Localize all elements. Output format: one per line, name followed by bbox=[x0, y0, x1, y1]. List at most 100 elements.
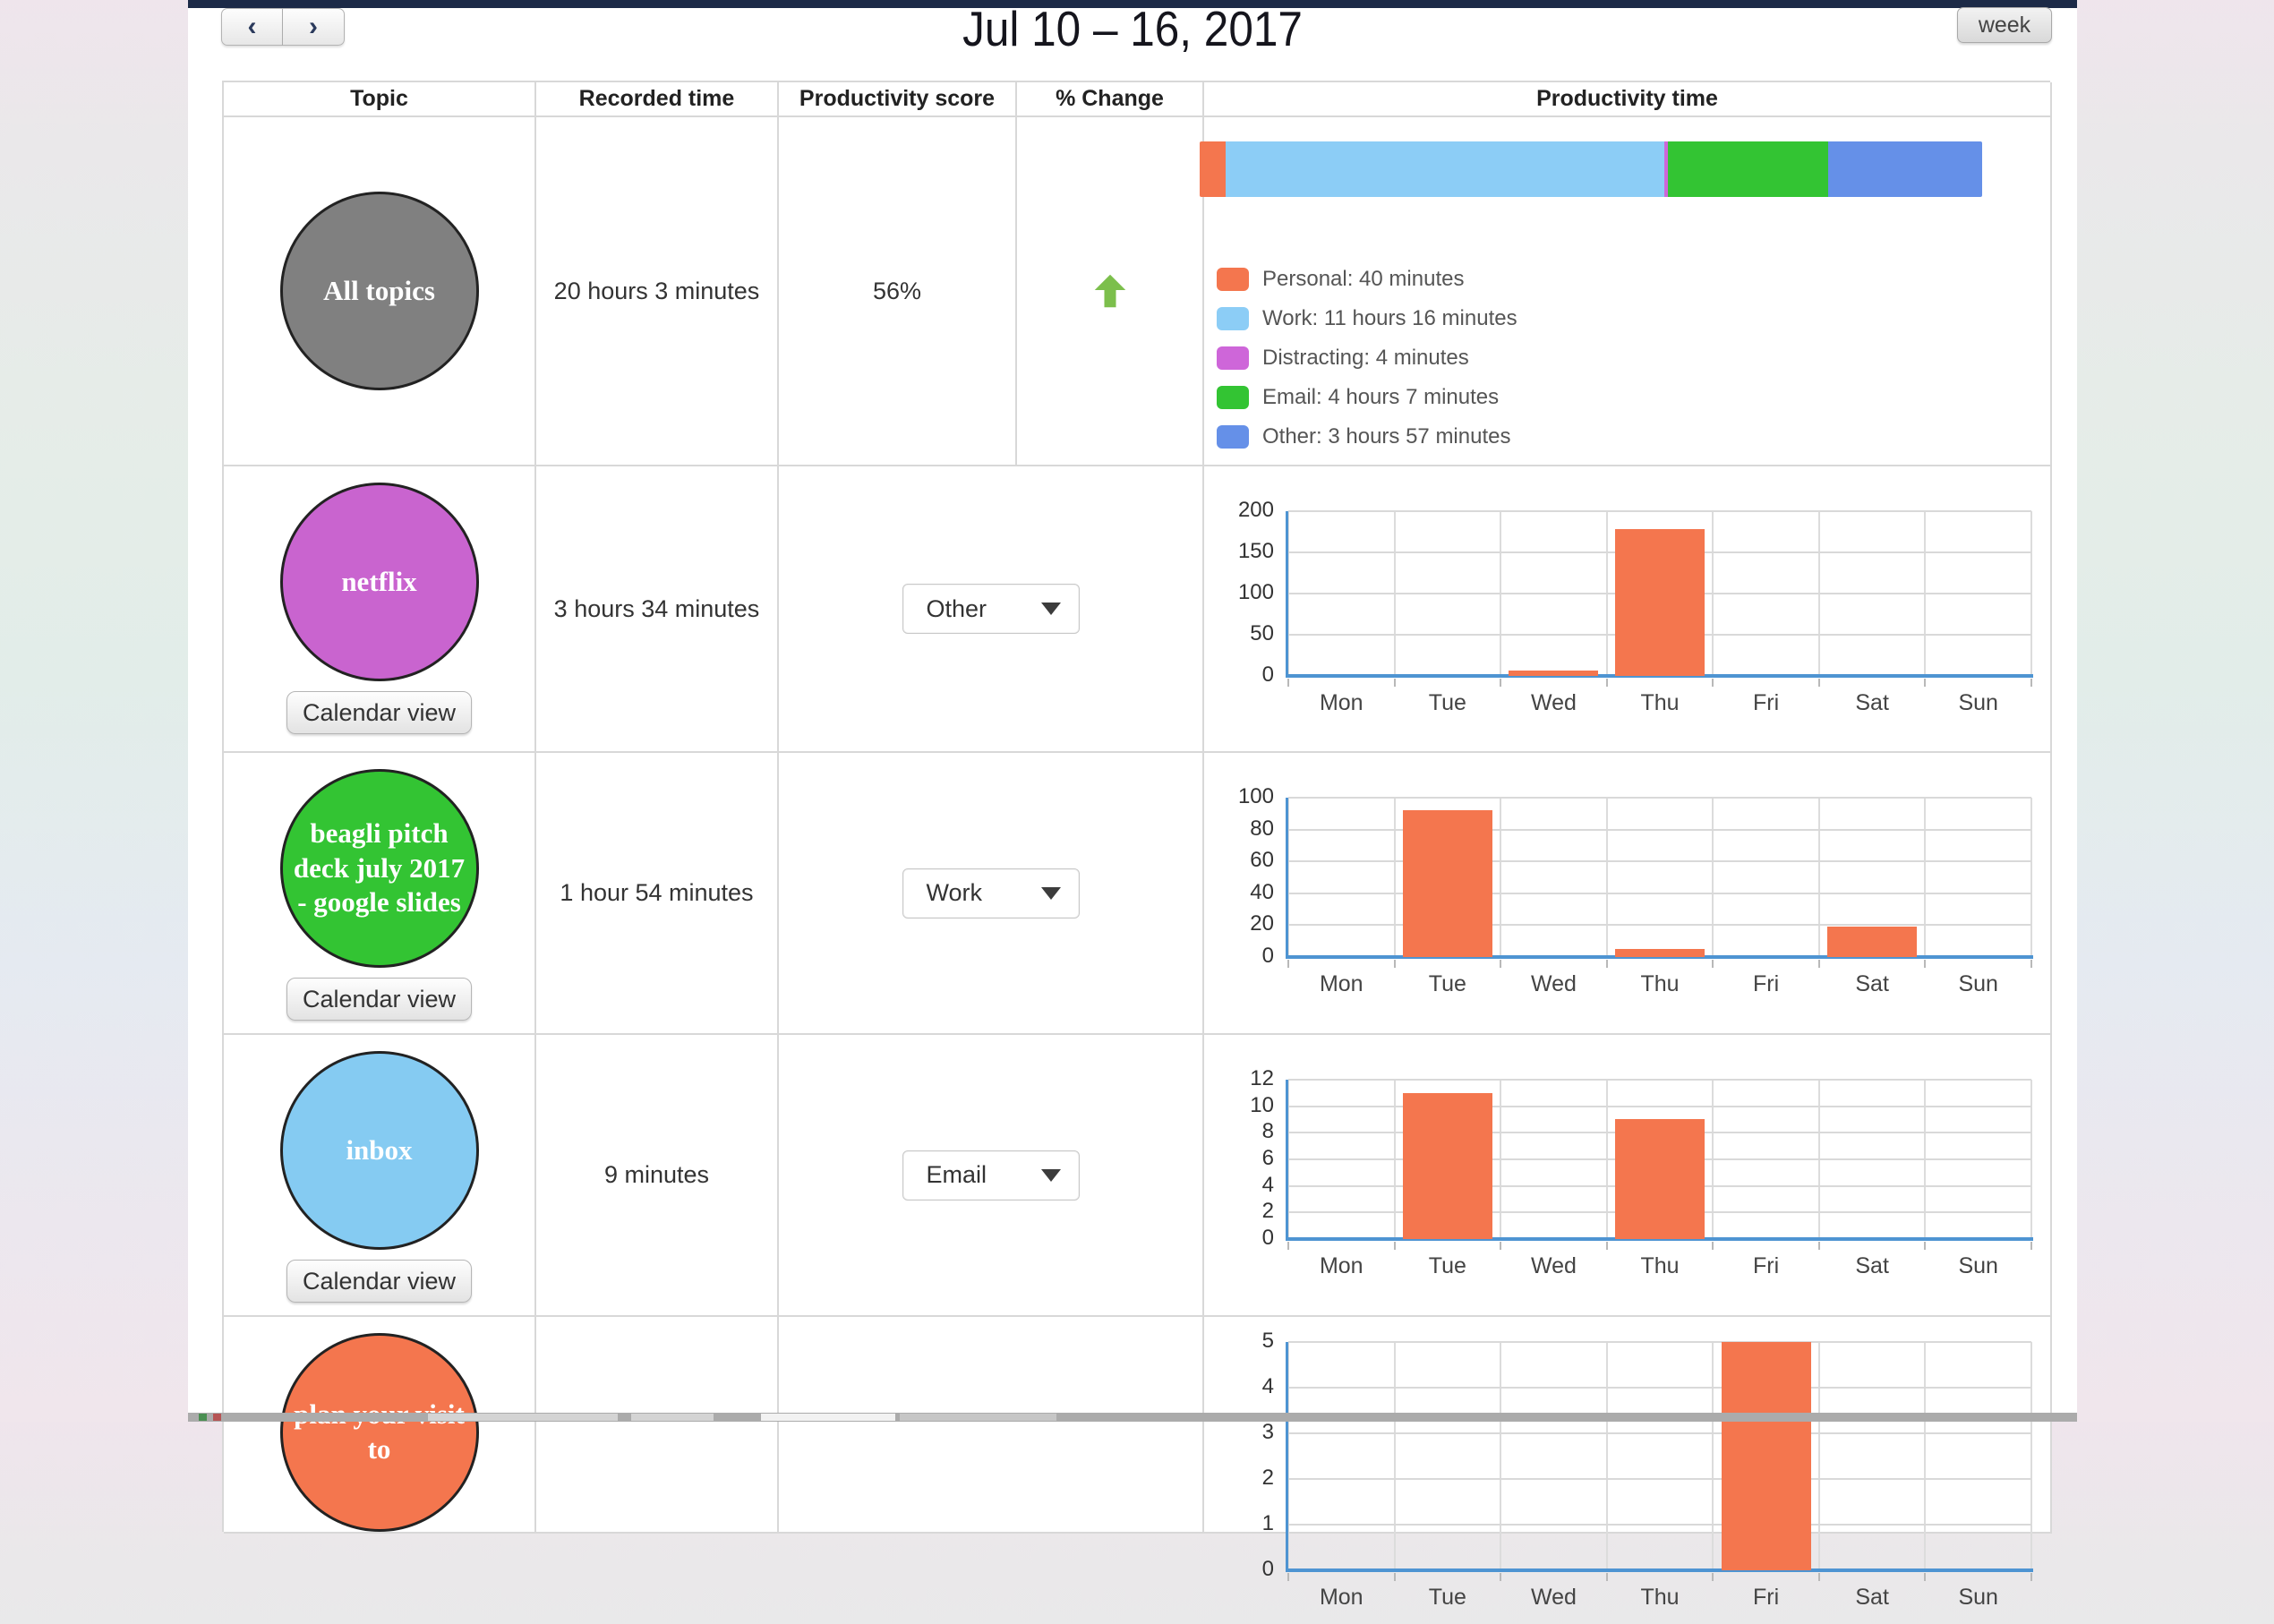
topic-circle[interactable]: inbox bbox=[279, 1051, 479, 1250]
recorded-time-value: 1 hour 54 minutes bbox=[536, 753, 779, 1035]
legend-item: Other: 3 hours 57 minutes bbox=[1217, 417, 1517, 457]
stacked-segment-email bbox=[1668, 141, 1829, 197]
y-axis-label: 100 bbox=[1237, 580, 1274, 604]
axis-tick bbox=[1712, 1242, 1714, 1250]
chart-gridline bbox=[1288, 1079, 2031, 1081]
y-axis-label: 50 bbox=[1250, 621, 1274, 645]
calendar-view-button[interactable]: Calendar view bbox=[286, 978, 472, 1021]
chart-x-axis bbox=[1286, 1237, 2033, 1241]
x-axis-label: Sat bbox=[1855, 1253, 1889, 1278]
week-toggle-button[interactable]: week bbox=[1957, 7, 2052, 43]
x-axis-label: Thu bbox=[1640, 1253, 1680, 1278]
axis-tick bbox=[1393, 1242, 1396, 1250]
topic-circle[interactable]: beagli pitch deck july 2017 - google sli… bbox=[279, 769, 479, 968]
x-axis-label: Tue bbox=[1428, 1253, 1466, 1278]
axis-tick bbox=[1817, 960, 1820, 968]
productivity-time-cell: 0 20 40 60 80 100 Mon Tue Wed Thu Fri Sat Sun bbox=[1204, 753, 2052, 1035]
column-header-productivity-score: Productivity score bbox=[779, 82, 1017, 117]
axis-tick bbox=[1500, 960, 1502, 968]
axis-tick bbox=[1605, 1242, 1608, 1250]
x-axis-label: Fri bbox=[1752, 971, 1780, 996]
topic-circle[interactable]: plan your visit to bbox=[279, 1333, 479, 1532]
table-row: beagli pitch deck july 2017 - google sli… bbox=[222, 753, 2052, 1035]
chart-gridline bbox=[1288, 1341, 2031, 1343]
daily-bar-chart: 0 20 40 60 80 100 Mon Tue Wed Thu Fri Sat Sun bbox=[1218, 784, 2035, 1011]
x-axis-label: Fri bbox=[1752, 1585, 1780, 1610]
y-axis-label: 80 bbox=[1250, 816, 1274, 841]
x-axis-label: Sat bbox=[1855, 1585, 1889, 1610]
dropdown-arrow-icon bbox=[1040, 603, 1061, 615]
chart-gridline bbox=[1288, 1524, 2031, 1526]
y-axis-label: 100 bbox=[1237, 784, 1274, 808]
chevron-right-icon: › bbox=[309, 12, 318, 41]
y-axis-label: 2 bbox=[1261, 1199, 1274, 1224]
x-axis-label: Tue bbox=[1428, 1585, 1466, 1610]
y-axis-label: 5 bbox=[1261, 1329, 1274, 1353]
chart-gridline bbox=[1712, 798, 1714, 957]
x-axis-label: Mon bbox=[1319, 690, 1364, 715]
dropdown-arrow-icon bbox=[1040, 886, 1061, 900]
category-select[interactable]: Email bbox=[902, 1150, 1080, 1201]
chart-bar bbox=[1827, 927, 1918, 957]
table-row: All topics 20 hours 3 minutes 56% Person… bbox=[222, 117, 2052, 466]
axis-tick bbox=[1924, 1242, 1927, 1250]
chart-y-axis bbox=[1286, 511, 1288, 678]
increase-arrow-icon bbox=[1094, 274, 1125, 308]
chart-gridline bbox=[1288, 1478, 2031, 1480]
category-select[interactable]: Work bbox=[902, 868, 1080, 919]
legend-item: Work: 11 hours 16 minutes bbox=[1217, 299, 1517, 338]
stacked-segment-other bbox=[1828, 141, 1982, 197]
axis-tick bbox=[1817, 1242, 1820, 1250]
topic-label: netflix bbox=[341, 565, 417, 597]
recorded-time-value: 9 minutes bbox=[536, 1035, 779, 1317]
column-header-topic: Topic bbox=[224, 82, 536, 117]
productivity-time-cell: 0 1 2 3 4 5 Mon Tue Wed Thu Fri Sat Sun bbox=[1204, 1317, 2052, 1610]
topic-label: inbox bbox=[346, 1133, 413, 1166]
axis-tick bbox=[1500, 1242, 1502, 1250]
topic-label: beagli pitch deck july 2017 - google sli… bbox=[293, 816, 466, 919]
axis-tick bbox=[2030, 1573, 2032, 1581]
x-axis-label: Sun bbox=[1958, 971, 1998, 996]
legend-label: Personal: 40 minutes bbox=[1262, 267, 1465, 291]
x-axis-label: Tue bbox=[1428, 971, 1466, 996]
x-axis-label: Sat bbox=[1855, 690, 1889, 715]
axis-tick bbox=[1924, 679, 1927, 687]
topic-circle[interactable]: netflix bbox=[279, 483, 479, 681]
category-select[interactable]: Other bbox=[902, 584, 1080, 634]
axis-tick bbox=[1287, 679, 1289, 687]
axis-tick bbox=[1712, 679, 1714, 687]
taskbar-chip bbox=[761, 1414, 895, 1421]
chart-x-axis bbox=[1286, 674, 2033, 678]
axis-tick bbox=[1500, 1573, 1502, 1581]
topic-circle[interactable]: All topics bbox=[279, 192, 479, 390]
legend-item: Email: 4 hours 7 minutes bbox=[1217, 378, 1517, 417]
category-select-value: Work bbox=[926, 879, 983, 906]
chart-bar bbox=[1615, 949, 1705, 957]
chart-x-axis bbox=[1286, 1568, 2033, 1572]
daily-bar-chart: 0 50 100 150 200 Mon Tue Wed Thu Fri Sat Sun bbox=[1218, 498, 2035, 730]
x-axis-label: Mon bbox=[1319, 971, 1364, 996]
chart-x-axis bbox=[1286, 955, 2033, 959]
calendar-view-button[interactable]: Calendar view bbox=[286, 1260, 472, 1303]
y-axis-label: 0 bbox=[1261, 1557, 1274, 1581]
y-axis-label: 150 bbox=[1237, 539, 1274, 563]
y-axis-label: 8 bbox=[1261, 1119, 1274, 1144]
taskbar-chip bbox=[900, 1414, 1056, 1421]
calendar-view-button[interactable]: Calendar view bbox=[286, 691, 472, 734]
x-axis-label: Sat bbox=[1855, 971, 1889, 996]
bottom-cutoff-bar bbox=[188, 1413, 2077, 1422]
axis-tick bbox=[2030, 960, 2032, 968]
axis-tick bbox=[1924, 960, 1927, 968]
next-week-button[interactable]: › bbox=[283, 8, 345, 46]
x-axis-label: Thu bbox=[1640, 971, 1680, 996]
prev-week-button[interactable]: ‹ bbox=[221, 8, 283, 46]
dropdown-arrow-icon bbox=[1040, 1168, 1061, 1182]
page-title: Jul 10 – 16, 2017 bbox=[962, 1, 1303, 56]
legend-item: Personal: 40 minutes bbox=[1217, 260, 1517, 299]
chart-gridline bbox=[1605, 1342, 1608, 1570]
chart-gridline bbox=[1500, 798, 1502, 957]
axis-tick bbox=[1287, 960, 1289, 968]
chart-gridline bbox=[1288, 510, 2031, 512]
chart-gridline bbox=[1288, 797, 2031, 799]
axis-tick bbox=[2030, 1242, 2032, 1250]
